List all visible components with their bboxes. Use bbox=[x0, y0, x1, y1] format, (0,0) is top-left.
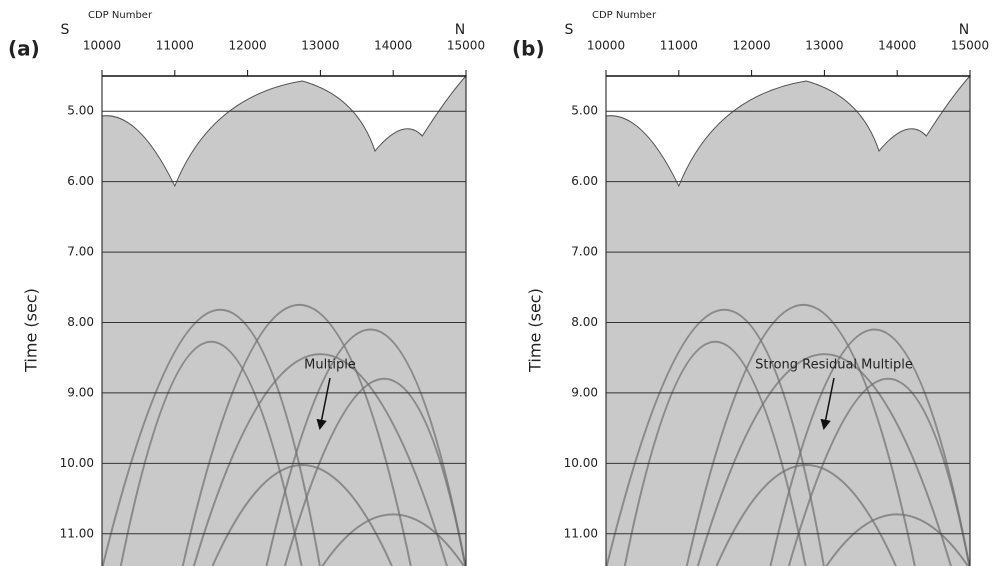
annotation: Multiple bbox=[304, 358, 356, 373]
direction-left: S bbox=[61, 22, 70, 38]
seismic-event bbox=[769, 328, 971, 566]
y-tick-label: 5.00 bbox=[67, 104, 94, 118]
x-tick-label: 14000 bbox=[374, 39, 412, 53]
seismic-panel: 10000 11000 12000 13000 14000 15000 5.00 6.00 7.… bbox=[8, 10, 485, 566]
x-tick-label: 14000 bbox=[878, 39, 916, 53]
x-tick-label: 12000 bbox=[229, 39, 267, 53]
seismic-event bbox=[623, 341, 807, 566]
y-tick-label: 11.00 bbox=[564, 526, 598, 540]
seismic-event bbox=[119, 341, 303, 566]
x-tick-label: 13000 bbox=[805, 39, 843, 53]
panel-label: (a) bbox=[8, 37, 40, 61]
x-tick-label: 13000 bbox=[301, 39, 339, 53]
seismic-event bbox=[696, 353, 952, 566]
x-axis-label: CDP Number bbox=[592, 10, 657, 21]
x-tick-label: 12000 bbox=[733, 39, 771, 53]
seismic-event bbox=[685, 304, 916, 566]
y-tick-label: 11.00 bbox=[60, 526, 94, 540]
x-axis-label: CDP Number bbox=[88, 10, 153, 21]
y-tick-label: 8.00 bbox=[67, 315, 94, 329]
y-tick-label: 6.00 bbox=[571, 174, 598, 188]
panel-label: (b) bbox=[512, 37, 545, 61]
x-tick-label: 11000 bbox=[660, 39, 698, 53]
y-tick-label: 7.00 bbox=[67, 245, 94, 259]
y-axis-label: Time (sec) bbox=[22, 288, 41, 373]
seismic-panel: 10000 11000 12000 13000 14000 15000 5.00 6.00 7.… bbox=[512, 10, 989, 566]
direction-left: S bbox=[565, 22, 574, 38]
y-tick-label: 10.00 bbox=[564, 456, 598, 470]
seismic-event bbox=[265, 328, 467, 566]
seismic-event bbox=[101, 308, 321, 566]
y-tick-label: 7.00 bbox=[571, 245, 598, 259]
y-tick-label: 9.00 bbox=[67, 385, 94, 399]
seismic-event bbox=[825, 513, 970, 566]
y-tick-label: 9.00 bbox=[571, 385, 598, 399]
seismic-event bbox=[605, 308, 825, 566]
y-axis-label: Time (sec) bbox=[526, 288, 545, 373]
x-tick-label: 11000 bbox=[156, 39, 194, 53]
x-tick-label: 15000 bbox=[951, 39, 989, 53]
direction-right: N bbox=[959, 22, 969, 38]
x-tick-label: 10000 bbox=[587, 39, 625, 53]
y-tick-label: 5.00 bbox=[571, 104, 598, 118]
y-tick-label: 6.00 bbox=[67, 174, 94, 188]
seismic-event bbox=[321, 513, 466, 566]
seismic-event bbox=[283, 378, 467, 566]
seismic-event bbox=[787, 378, 971, 566]
x-tick-label: 15000 bbox=[447, 39, 485, 53]
y-tick-label: 10.00 bbox=[60, 456, 94, 470]
y-tick-label: 8.00 bbox=[571, 315, 598, 329]
x-tick-label: 10000 bbox=[83, 39, 121, 53]
annotation-arrow bbox=[820, 377, 835, 431]
seismic-event bbox=[181, 304, 412, 566]
seismic-mute bbox=[605, 75, 972, 188]
seismic-event bbox=[192, 353, 448, 566]
annotation-arrow bbox=[316, 377, 331, 431]
seismic-mute bbox=[101, 75, 468, 188]
annotation: Strong Residual Multiple bbox=[755, 358, 913, 373]
direction-right: N bbox=[455, 22, 465, 38]
